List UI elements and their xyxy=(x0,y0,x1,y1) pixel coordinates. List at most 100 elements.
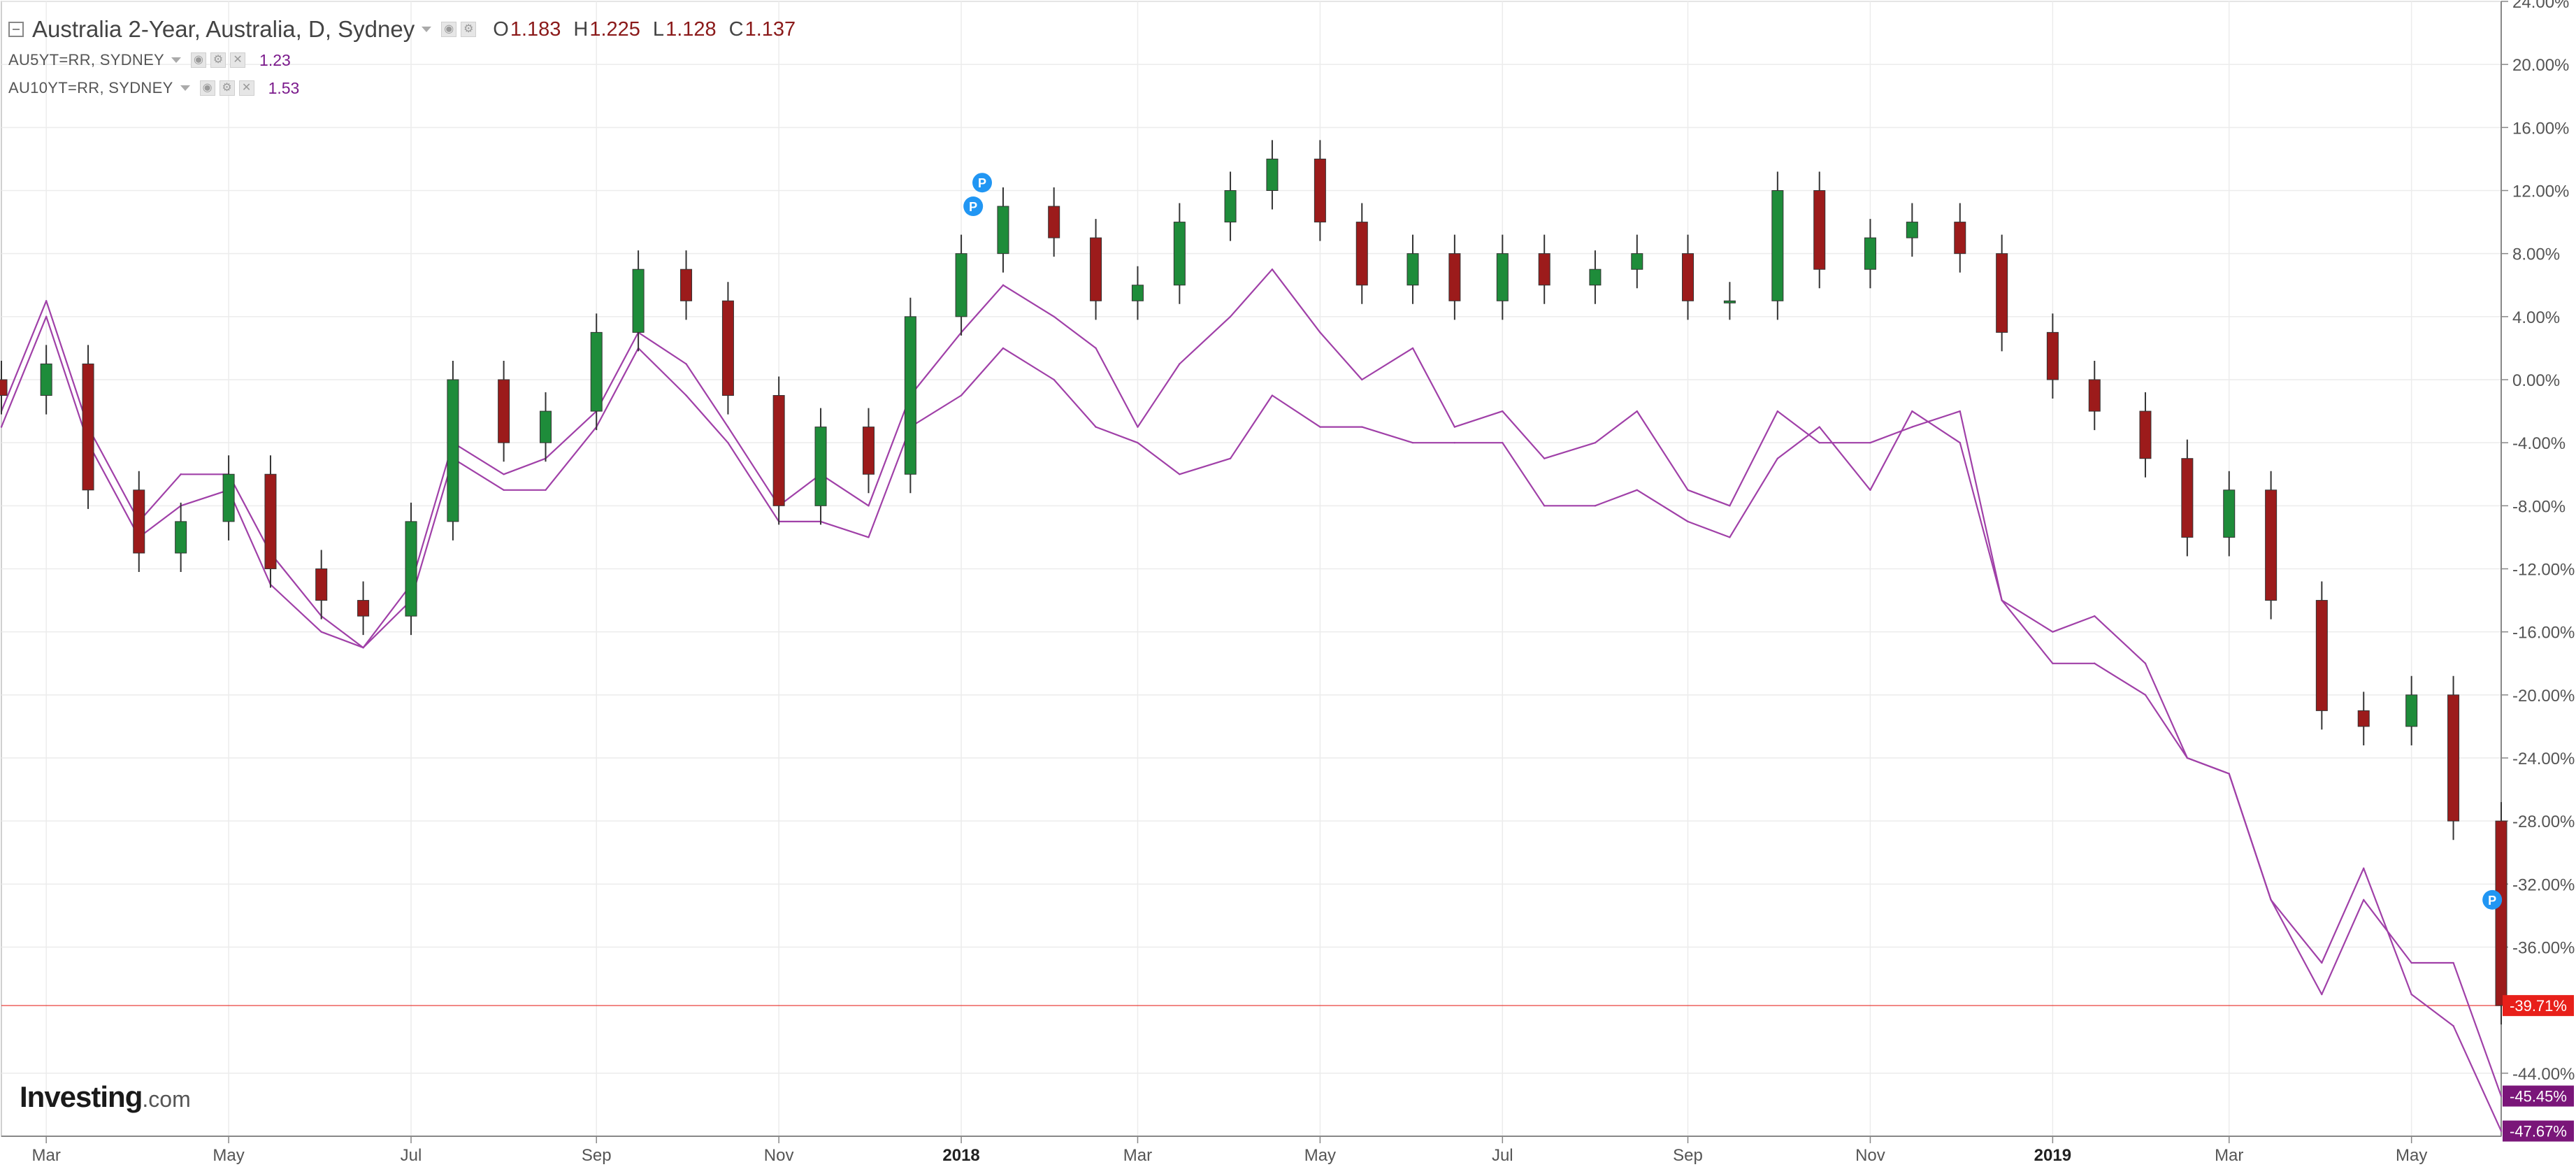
series-point xyxy=(1361,378,1363,381)
visibility-icon[interactable]: ◉ xyxy=(441,22,457,37)
last-value-label: -39.71% xyxy=(2503,995,2574,1017)
x-tick-label: Sep xyxy=(1673,1146,1703,1165)
candle-body xyxy=(222,473,235,522)
x-tick-label: Nov xyxy=(1855,1146,1885,1165)
series-point xyxy=(2363,899,2365,901)
series-point xyxy=(2452,1025,2454,1027)
publication-marker-icon: P xyxy=(972,173,993,193)
x-tick-label: May xyxy=(2396,1146,2427,1165)
candle-body xyxy=(862,427,875,475)
candle-body xyxy=(133,489,145,554)
close-icon[interactable]: ✕ xyxy=(230,52,246,68)
y-tick-label: 4.00% xyxy=(2512,308,2560,327)
visibility-icon[interactable]: ◉ xyxy=(199,80,215,96)
series-point xyxy=(2052,662,2054,664)
candle-body xyxy=(540,410,552,443)
candle-body xyxy=(997,206,1009,255)
series-point xyxy=(2228,773,2230,775)
series-point xyxy=(1687,489,1689,491)
series-point xyxy=(1502,441,1504,444)
y-tick-label: -4.00% xyxy=(2512,434,2566,453)
series-point xyxy=(362,647,364,649)
open-value: 1.183 xyxy=(510,17,561,41)
settings-icon[interactable]: ⚙ xyxy=(219,80,235,96)
series-line xyxy=(0,269,2503,1096)
series-point xyxy=(868,536,870,538)
marker-label: P xyxy=(978,176,986,190)
visibility-icon[interactable]: ◉ xyxy=(191,52,207,68)
collapse-icon[interactable] xyxy=(8,22,24,37)
candle-body xyxy=(2357,710,2370,727)
series-point xyxy=(545,489,547,491)
legend-main-row[interactable]: Australia 2-Year, Australia, D, Sydney ◉… xyxy=(8,13,796,46)
series-point xyxy=(2270,899,2272,901)
candle-body xyxy=(1496,253,1509,301)
series-point xyxy=(685,394,687,396)
series-point xyxy=(1959,410,1961,413)
candle-body xyxy=(0,379,8,396)
series-point xyxy=(2144,662,2147,664)
settings-icon[interactable]: ⚙ xyxy=(210,52,226,68)
candle-body xyxy=(498,379,510,443)
candle-body xyxy=(175,521,187,554)
au10y-value: 1.53 xyxy=(268,78,300,97)
close-label: C xyxy=(728,17,744,41)
y-tick-label: 0.00% xyxy=(2512,371,2560,390)
legend-sub-row-au10y[interactable]: AU10YT=RR, SYDNEY ◉ ⚙ ✕ 1.53 xyxy=(8,74,796,102)
candle-body xyxy=(1906,222,1918,238)
series-point xyxy=(1179,363,1181,365)
x-tick-label: Mar xyxy=(2215,1146,2243,1165)
x-tick-label: May xyxy=(1304,1146,1336,1165)
y-tick-label: -36.00% xyxy=(2512,939,2575,958)
series-point xyxy=(1229,315,1232,318)
series-point xyxy=(727,426,729,428)
caret-down-icon[interactable] xyxy=(422,27,432,32)
marker-circle xyxy=(972,173,993,193)
candle-body xyxy=(1771,190,1784,301)
y-tick-label: 20.00% xyxy=(2512,56,2569,75)
y-axis: 24.00% 20.00% 16.00% 12.00% 8.00% 4.00% 0.00% -… xyxy=(1,0,2575,1084)
series-point xyxy=(503,489,505,491)
close-icon[interactable]: ✕ xyxy=(238,80,254,96)
candle-body xyxy=(1682,253,1694,301)
open-label: O xyxy=(493,17,509,41)
series-point xyxy=(1818,426,1820,428)
candle-body xyxy=(772,395,785,506)
candle-body xyxy=(1090,237,1102,301)
candle-body xyxy=(447,379,459,522)
legend-sub-row-au5y[interactable]: AU5YT=RR, SYDNEY ◉ ⚙ ✕ 1.23 xyxy=(8,46,796,74)
settings-icon[interactable]: ⚙ xyxy=(461,22,477,37)
x-tick-label: 2019 xyxy=(2034,1146,2071,1165)
series-point xyxy=(1729,505,1731,507)
x-tick-label: Mar xyxy=(31,1146,60,1165)
caret-down-icon[interactable] xyxy=(180,85,190,91)
low-label: L xyxy=(652,17,665,41)
au5y-label[interactable]: AU5YT=RR, SYDNEY xyxy=(8,51,165,69)
candle-body xyxy=(1996,253,2008,333)
investing-logo[interactable]: Investing.com xyxy=(20,1080,191,1114)
series-point xyxy=(2452,961,2454,964)
series-point xyxy=(1179,473,1181,475)
caret-down-icon[interactable] xyxy=(171,57,182,63)
candle-body xyxy=(1266,158,1279,192)
series-point xyxy=(1543,505,1546,507)
series-point xyxy=(1095,347,1097,350)
series-point xyxy=(1869,441,1871,444)
high-label: H xyxy=(573,17,589,41)
series-point xyxy=(1053,378,1055,381)
series-point xyxy=(1594,441,1597,444)
au10y-label[interactable]: AU10YT=RR, SYDNEY xyxy=(8,79,173,96)
candle-body xyxy=(2088,379,2101,412)
candle-body xyxy=(1314,158,1326,223)
x-tick-label: Mar xyxy=(1123,1146,1152,1165)
series-point xyxy=(1594,505,1597,507)
series-point xyxy=(1869,489,1871,491)
candle-body xyxy=(357,600,370,617)
candle-body xyxy=(2315,600,2328,711)
last-value-text: -39.71% xyxy=(2510,997,2567,1015)
candle-body xyxy=(1173,222,1186,286)
y-tick-label: -20.00% xyxy=(2512,687,2575,706)
main-series-title[interactable]: Australia 2-Year, Australia, D, Sydney xyxy=(32,16,415,42)
